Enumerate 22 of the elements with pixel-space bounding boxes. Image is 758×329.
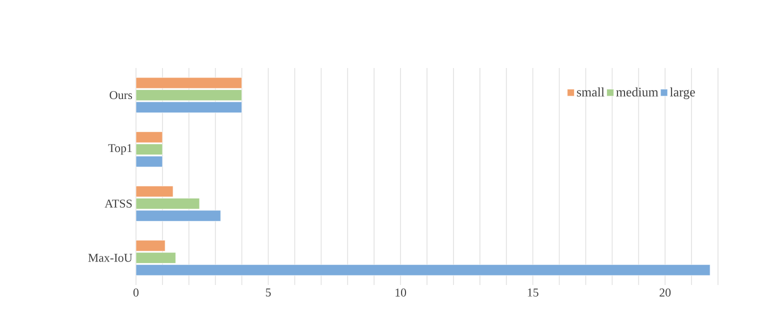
- y-tick-label: Ours: [110, 91, 132, 100]
- x-tick-label: 15: [528, 288, 538, 297]
- y-tick-label: Top1: [108, 144, 132, 155]
- bar: [136, 210, 221, 222]
- legend-label: small: [577, 87, 604, 96]
- bar: [136, 240, 166, 252]
- y-tick-label: ATSS: [104, 200, 132, 208]
- legend-label: large: [670, 87, 695, 100]
- bar: [136, 186, 174, 198]
- bar: [136, 90, 242, 101]
- x-tick-label: 20: [660, 288, 671, 297]
- legend-label: medium: [616, 87, 658, 96]
- bar: [136, 198, 200, 210]
- bar: [136, 102, 242, 113]
- x-tick-label: 5: [266, 288, 271, 296]
- bar: [136, 264, 710, 276]
- bar: [136, 77, 242, 89]
- x-tick-label: 10: [396, 288, 406, 297]
- x-tick-label: 0: [133, 288, 139, 297]
- y-tick-label: Max-IoU: [88, 254, 132, 262]
- bar: [136, 132, 163, 143]
- bar: [136, 252, 176, 264]
